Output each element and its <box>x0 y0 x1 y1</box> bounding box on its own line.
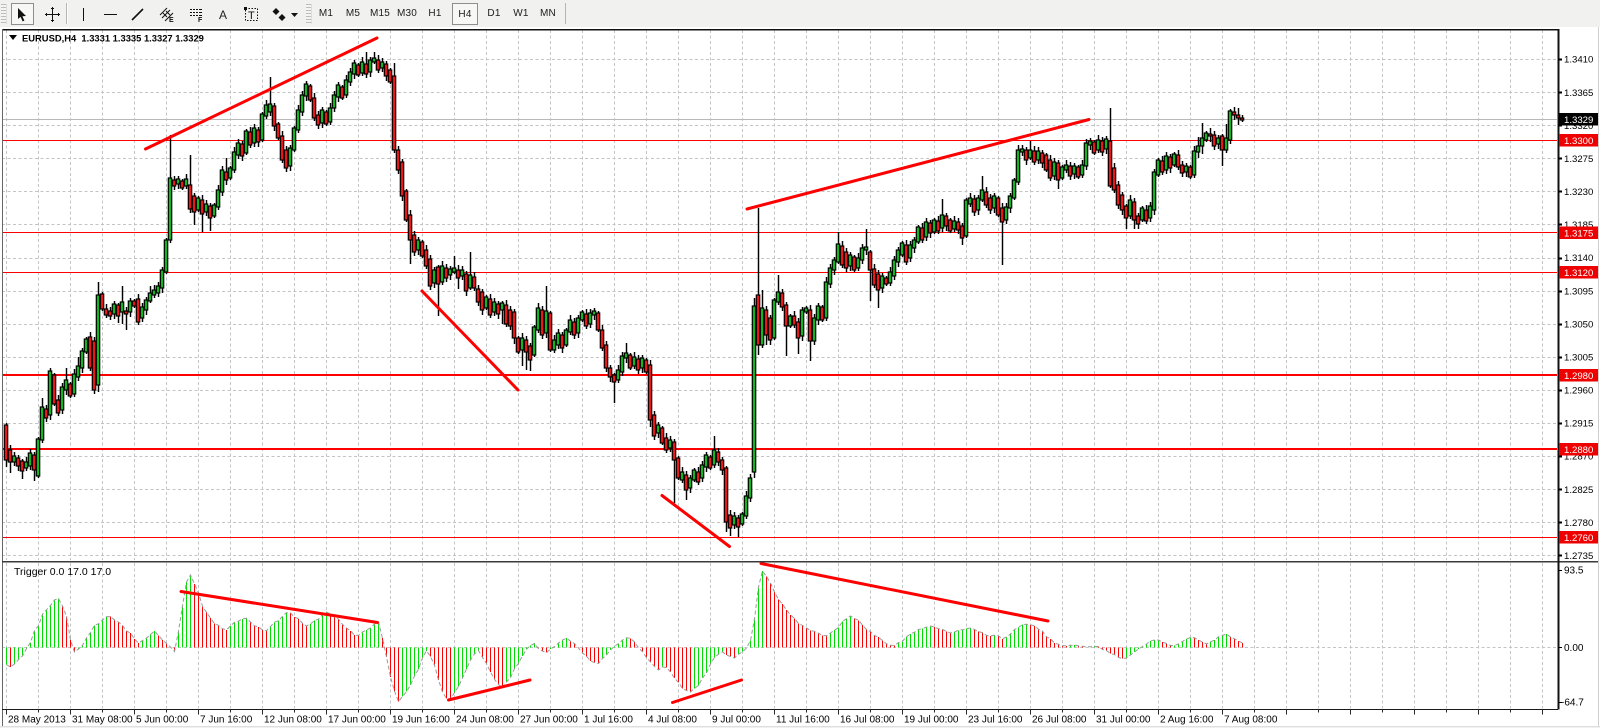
svg-text:1.2780: 1.2780 <box>1564 518 1593 529</box>
svg-text:Trigger 0.0 17.0 17.0: Trigger 0.0 17.0 17.0 <box>14 566 111 578</box>
svg-text:12 Jun 08:00: 12 Jun 08:00 <box>264 715 322 726</box>
svg-text:1.3365: 1.3365 <box>1564 88 1593 99</box>
svg-text:EURUSD,H4 1.3331 1.3335 1.332: EURUSD,H4 1.3331 1.3335 1.3327 1.3329 <box>22 33 204 44</box>
svg-text:-64.7: -64.7 <box>1561 698 1584 709</box>
svg-text:17 Jun 00:00: 17 Jun 00:00 <box>328 715 386 726</box>
svg-text:27 Jun 00:00: 27 Jun 00:00 <box>520 715 578 726</box>
svg-text:1.3275: 1.3275 <box>1564 154 1593 165</box>
svg-text:1.3120: 1.3120 <box>1564 268 1593 279</box>
svg-text:1.2825: 1.2825 <box>1564 485 1593 496</box>
svg-text:1.2960: 1.2960 <box>1564 386 1593 397</box>
svg-text:1.3175: 1.3175 <box>1564 229 1593 240</box>
svg-text:19 Jun 16:00: 19 Jun 16:00 <box>392 715 450 726</box>
svg-text:1.3300: 1.3300 <box>1564 136 1593 147</box>
svg-text:7 Jun 16:00: 7 Jun 16:00 <box>200 715 253 726</box>
svg-text:1.3005: 1.3005 <box>1564 352 1593 363</box>
svg-text:F: F <box>198 17 203 23</box>
svg-text:1.3320: 1.3320 <box>1564 121 1593 132</box>
svg-text:7 Aug 08:00: 7 Aug 08:00 <box>1224 715 1278 726</box>
svg-text:0.00: 0.00 <box>1564 643 1584 654</box>
svg-text:16 Jul 08:00: 16 Jul 08:00 <box>840 715 895 726</box>
svg-text:1.3140: 1.3140 <box>1564 253 1593 264</box>
svg-text:31 May 08:00: 31 May 08:00 <box>72 715 133 726</box>
svg-text:4 Jul 08:00: 4 Jul 08:00 <box>648 715 697 726</box>
svg-text:A: A <box>219 8 227 22</box>
svg-text:1 Jul 16:00: 1 Jul 16:00 <box>584 715 633 726</box>
svg-text:1.3185: 1.3185 <box>1564 220 1593 231</box>
svg-text:1.3329: 1.3329 <box>1564 115 1593 126</box>
svg-text:26 Jul 08:00: 26 Jul 08:00 <box>1032 715 1087 726</box>
svg-text:11 Jul 16:00: 11 Jul 16:00 <box>776 715 830 726</box>
svg-text:9 Jul 00:00: 9 Jul 00:00 <box>712 715 761 726</box>
svg-text:1.2980: 1.2980 <box>1564 371 1593 382</box>
svg-text:24 Jun 08:00: 24 Jun 08:00 <box>456 715 514 726</box>
svg-text:23 Jul 16:00: 23 Jul 16:00 <box>968 715 1023 726</box>
svg-text:1.3230: 1.3230 <box>1564 187 1593 198</box>
svg-text:31 Jul 00:00: 31 Jul 00:00 <box>1096 715 1151 726</box>
svg-text:1.3050: 1.3050 <box>1564 319 1593 330</box>
svg-text:1.2735: 1.2735 <box>1564 551 1593 562</box>
svg-text:19 Jul 00:00: 19 Jul 00:00 <box>904 715 959 726</box>
svg-text:1.3095: 1.3095 <box>1564 286 1593 297</box>
svg-text:T: T <box>248 10 255 22</box>
svg-text:2 Aug 16:00: 2 Aug 16:00 <box>1160 715 1214 726</box>
svg-text:1.3410: 1.3410 <box>1564 55 1593 66</box>
svg-text:1.2915: 1.2915 <box>1564 419 1593 430</box>
svg-text:5 Jun 00:00: 5 Jun 00:00 <box>136 715 189 726</box>
svg-text:E: E <box>169 17 174 23</box>
svg-text:28 May 2013: 28 May 2013 <box>8 715 66 726</box>
svg-text:1.2870: 1.2870 <box>1564 452 1593 463</box>
svg-text:1.2880: 1.2880 <box>1564 445 1593 456</box>
svg-text:93.5: 93.5 <box>1564 566 1584 577</box>
svg-text:1.2760: 1.2760 <box>1564 533 1593 544</box>
